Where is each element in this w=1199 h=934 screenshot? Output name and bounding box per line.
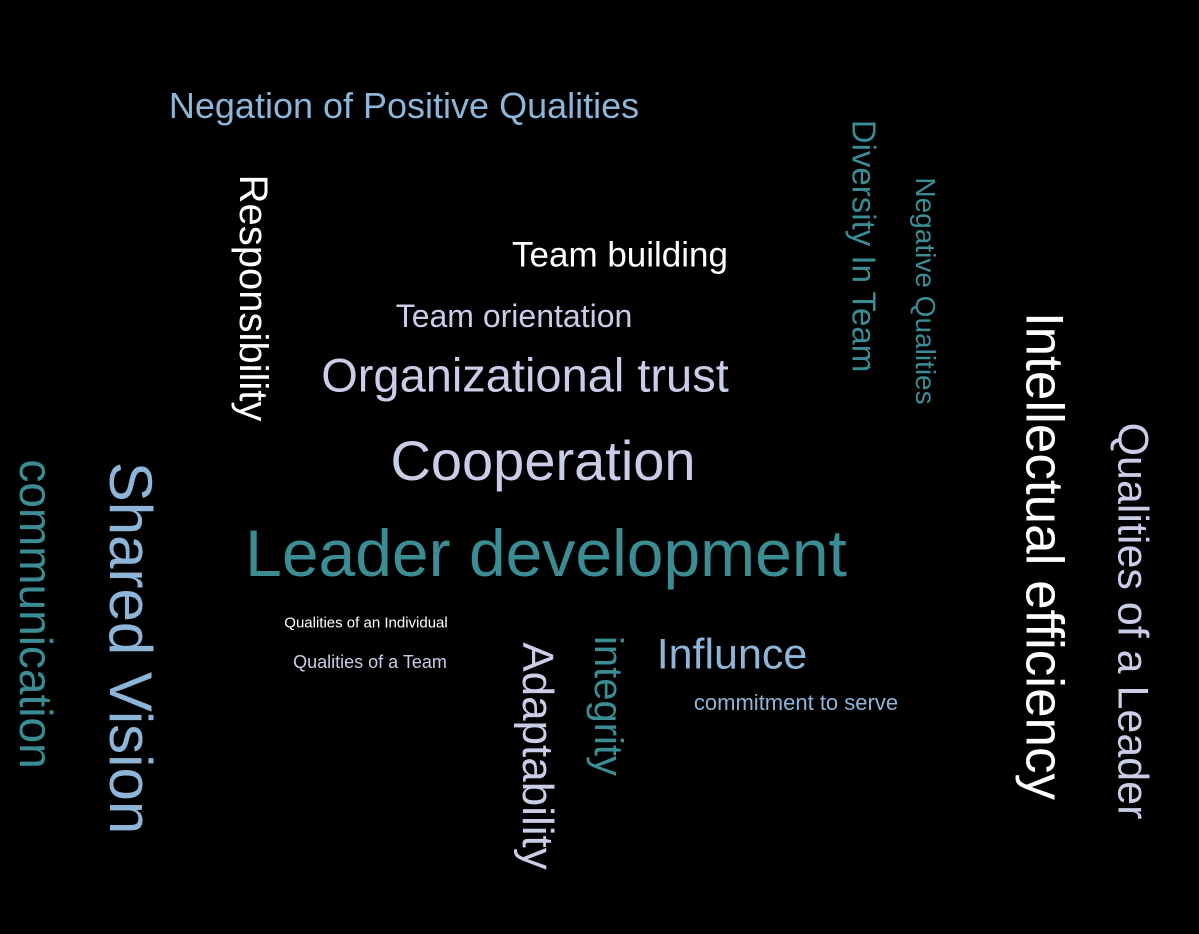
word-qualities-of-an-individual: Qualities of an Individual <box>284 614 448 632</box>
word-diversity-in-team: Diversity In Team <box>845 119 883 373</box>
word-leader-development: Leader development <box>245 516 847 590</box>
word-organizational-trust: Organizational trust <box>321 348 729 402</box>
word-shared-vision: Shared Vision <box>97 461 164 835</box>
word-integrity: integrity <box>586 635 630 777</box>
word-intellectual-efficiency: Intellectual efficiency <box>1014 311 1074 801</box>
word-responsibility: Responsibility <box>231 174 275 422</box>
word-qualities-of-a-leader: Qualities of a Leader <box>1108 422 1157 820</box>
word-cooperation: Cooperation <box>390 429 696 492</box>
word-qualities-of-a-team: Qualities of a Team <box>293 652 447 672</box>
word-communication: communication <box>10 459 62 769</box>
word-adaptability: Adaptability <box>513 642 562 870</box>
word-commitment-to-serve: commitment to serve <box>693 690 899 715</box>
word-team-orientation: Team orientation <box>395 298 633 334</box>
word-negative-qualities: Negative Qualities <box>910 177 941 405</box>
word-negation-of-positive-qualities: Negation of Positive Qualities <box>168 85 640 126</box>
word-team-building: Team building <box>512 235 728 275</box>
word-influnce: Influnce <box>656 630 808 679</box>
